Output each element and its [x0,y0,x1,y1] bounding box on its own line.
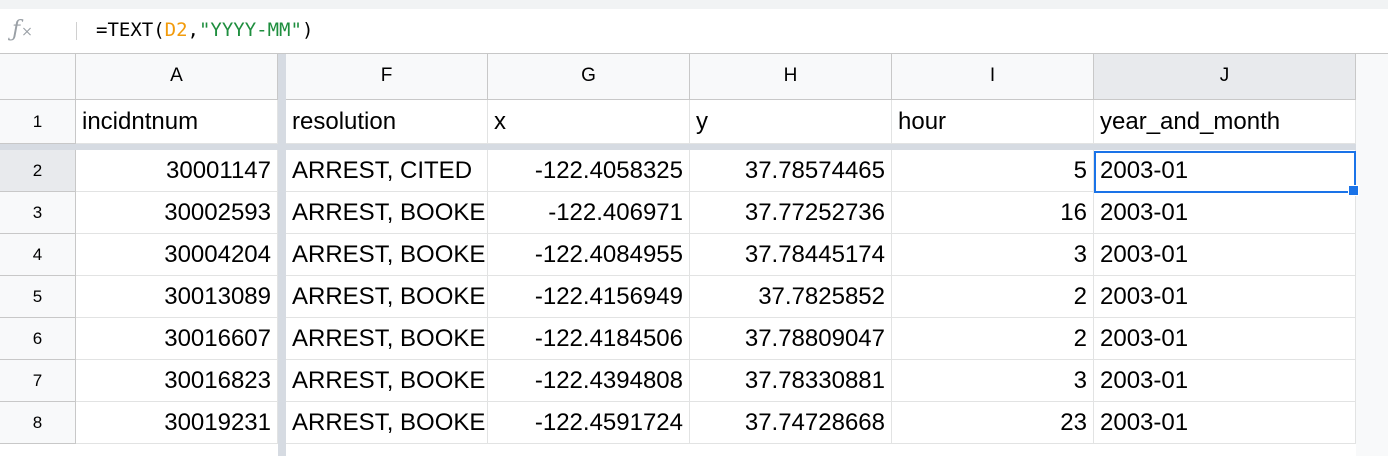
table-cell[interactable]: 37.78574465 [690,150,892,192]
table-cell[interactable]: ARREST, BOOKED [286,192,488,234]
table-cell[interactable]: year_and_month [1094,100,1356,144]
formula-bar: ƒ× =TEXT(D2,"YYYY-MM") [0,9,1388,54]
table-cell[interactable]: 30001147 [76,150,278,192]
table-cell[interactable]: 3 [892,234,1094,276]
table-cell[interactable]: 2 [892,276,1094,318]
table-row: 6 30016607 ARREST, BOOKED -122.4184506 37.78… [0,318,1388,360]
frozen-row-divider[interactable] [0,144,1388,150]
row-header[interactable]: 8 [0,402,76,444]
formula-bar-divider [76,22,77,40]
table-cell[interactable]: 2003-01 [1094,402,1356,444]
table-cell[interactable]: 37.77252736 [690,192,892,234]
table-cell[interactable]: 2003-01 [1094,234,1356,276]
table-row: 8 30019231 ARREST, BOOKED -122.4591724 37.74… [0,402,1388,444]
column-header-f[interactable]: F [286,54,488,100]
table-cell[interactable]: -122.4394808 [488,360,690,402]
select-all-corner[interactable] [0,54,76,100]
table-cell[interactable]: incidntnum [76,100,278,144]
formula-string-literal: "YYYY-MM" [198,19,302,41]
frozen-column-divider[interactable] [278,54,286,456]
table-cell[interactable]: 37.74728668 [690,402,892,444]
table-cell[interactable]: ARREST, BOOKED [286,402,488,444]
table-cell[interactable]: 2003-01 [1094,192,1356,234]
row-header[interactable]: 6 [0,318,76,360]
table-cell[interactable]: -122.4591724 [488,402,690,444]
table-cell[interactable]: resolution [286,100,488,144]
table-cell[interactable]: 37.78445174 [690,234,892,276]
table-cell[interactable]: 2003-01 [1094,318,1356,360]
column-header-i[interactable]: I [892,54,1094,100]
formula-prefix: =TEXT( [96,19,165,41]
formula-input[interactable]: =TEXT(D2,"YYYY-MM") [96,19,313,41]
table-cell[interactable]: 30016823 [76,360,278,402]
table-cell[interactable]: ARREST, BOOKED [286,318,488,360]
table-cell[interactable]: -122.4184506 [488,318,690,360]
table-cell[interactable]: 37.78330881 [690,360,892,402]
table-row: 5 30013089 ARREST, BOOKED -122.4156949 37.78… [0,276,1388,318]
row-header[interactable]: 1 [0,100,76,144]
grid-right-edge [1356,54,1388,456]
table-cell[interactable]: x [488,100,690,144]
table-row: 7 30016823 ARREST, BOOKED -122.4394808 37.78… [0,360,1388,402]
active-cell-selection[interactable] [1094,151,1356,193]
column-header-h[interactable]: H [690,54,892,100]
fill-handle[interactable] [1348,185,1359,196]
table-cell[interactable]: 3 [892,360,1094,402]
table-cell[interactable]: y [690,100,892,144]
table-cell[interactable]: -122.406971 [488,192,690,234]
table-cell[interactable]: ARREST, BOOKED [286,234,488,276]
table-cell[interactable]: 2003-01 [1094,360,1356,402]
table-cell[interactable]: 2 [892,318,1094,360]
table-cell[interactable]: ARREST, BOOKED [286,276,488,318]
table-cell[interactable]: 2003-01 [1094,150,1356,192]
row-header[interactable]: 4 [0,234,76,276]
row-header[interactable]: 5 [0,276,76,318]
table-cell[interactable]: 5 [892,150,1094,192]
table-row: 3 30002593 ARREST, BOOKED -122.406971 37.772… [0,192,1388,234]
table-row: 1 incidntnum resolution x y hour year_an… [0,100,1388,144]
table-row: 4 30004204 ARREST, BOOKED -122.4084955 37.78… [0,234,1388,276]
column-header-g[interactable]: G [488,54,690,100]
row-header[interactable]: 7 [0,360,76,402]
table-cell[interactable]: -122.4058325 [488,150,690,192]
table-cell[interactable]: -122.4084955 [488,234,690,276]
table-cell[interactable]: 30013089 [76,276,278,318]
table-cell[interactable]: -122.4156949 [488,276,690,318]
table-row: 2 30001147 ARREST, CITED -122.4058325 37.785… [0,150,1388,192]
formula-cell-reference: D2 [164,19,188,41]
column-header-a[interactable]: A [76,54,278,100]
table-cell[interactable]: 30002593 [76,192,278,234]
column-header-row: A F G H I J [0,54,1388,100]
table-cell[interactable]: ARREST, CITED [286,150,488,192]
table-cell[interactable]: 37.78809047 [690,318,892,360]
row-header[interactable]: 2 [0,150,76,192]
table-cell[interactable]: 30004204 [76,234,278,276]
table-cell[interactable]: 30019231 [76,402,278,444]
table-cell[interactable]: 23 [892,402,1094,444]
formula-comma: , [187,19,199,41]
fx-icon: ƒ× [12,17,33,42]
table-cell[interactable]: 37.7825852 [690,276,892,318]
table-cell[interactable]: 2003-01 [1094,276,1356,318]
column-header-j[interactable]: J [1094,54,1356,100]
table-cell[interactable]: 16 [892,192,1094,234]
table-cell[interactable]: hour [892,100,1094,144]
table-cell[interactable]: 30016607 [76,318,278,360]
table-cell[interactable]: ARREST, BOOKED [286,360,488,402]
row-header[interactable]: 3 [0,192,76,234]
formula-suffix: ) [301,19,314,41]
